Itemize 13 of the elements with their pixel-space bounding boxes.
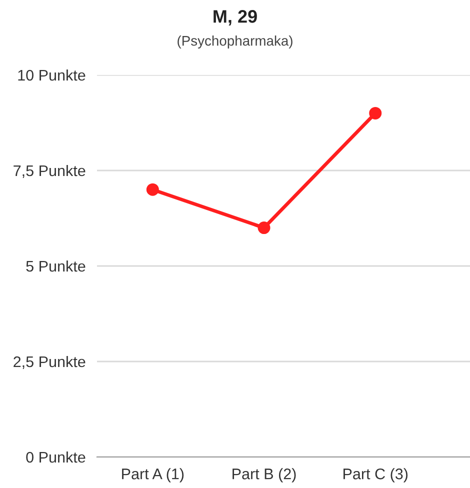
chart-subtitle: (Psychopharmaka) bbox=[178, 36, 292, 48]
y-tick-label: 2,5 Punkte bbox=[14, 356, 86, 369]
x-tick-label: Part C (3) bbox=[344, 468, 408, 482]
point bbox=[258, 222, 270, 234]
x-tick-label: Part B (2) bbox=[232, 468, 296, 482]
y-tick-label: 10 Punkte bbox=[18, 69, 86, 81]
x-tick-label: Part A (1) bbox=[122, 468, 184, 482]
point bbox=[146, 183, 159, 196]
point bbox=[369, 106, 382, 120]
y-tick-label: 0 Punkte bbox=[26, 451, 86, 463]
y-tick-label: 7,5 Punkte bbox=[14, 164, 86, 178]
y-tick-label: 5 Punkte bbox=[26, 260, 86, 272]
chart-title: M, 29 bbox=[214, 10, 257, 26]
